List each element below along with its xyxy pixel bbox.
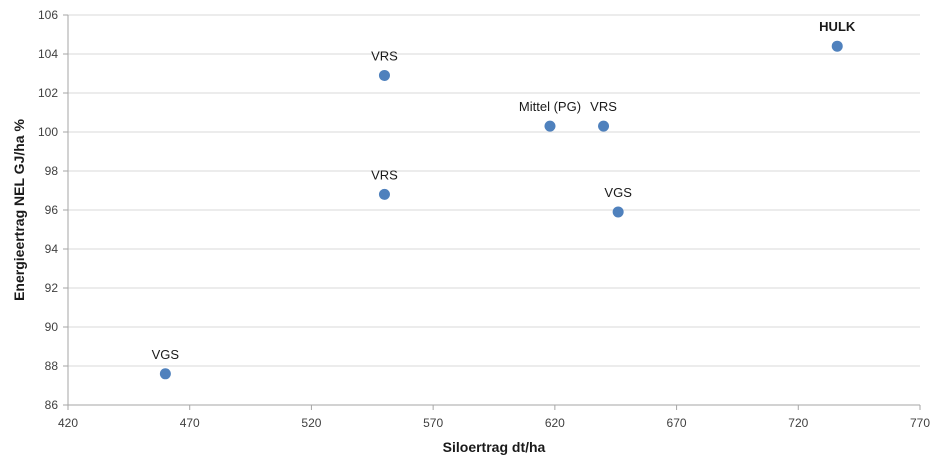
data-point-label: VRS: [590, 99, 617, 114]
data-point: [831, 40, 843, 52]
y-tick-label: 102: [38, 86, 58, 100]
y-axis-title: Energieertrag NEL GJ/ha %: [11, 119, 27, 301]
data-point-label: Mittel (PG): [519, 99, 581, 114]
y-tick-label: 94: [45, 242, 59, 256]
x-axis-title: Siloertrag dt/ha: [443, 439, 546, 455]
axis-layer: [63, 14, 921, 410]
data-point: [598, 120, 610, 132]
x-tick-label: 470: [180, 416, 200, 430]
data-point: [378, 188, 390, 200]
y-tick-label: 88: [45, 359, 59, 373]
data-point-label: HULK: [819, 19, 856, 34]
y-tick-label: 90: [45, 320, 59, 334]
x-tick-label: 620: [545, 416, 565, 430]
data-point-label: VGS: [604, 185, 632, 200]
data-point-label: VGS: [152, 347, 180, 362]
y-tick-label: 96: [45, 203, 59, 217]
data-point-layer: [159, 40, 843, 380]
y-tick-label: 100: [38, 125, 58, 139]
data-point-label: VRS: [371, 167, 398, 182]
x-tick-label: 770: [910, 416, 930, 430]
data-point: [612, 206, 624, 218]
y-tick-label: 86: [45, 398, 59, 412]
x-tick-label: 520: [301, 416, 321, 430]
point-label-layer: VGS VRS VRS Mittel (PG) VRS VGS HULK: [152, 19, 856, 362]
x-tick-label: 420: [58, 416, 78, 430]
y-tick-label: 106: [38, 8, 58, 22]
tick-label-layer: 86 88 90 92 94 96 98 100 102 104 106 420 470 520 570 62…: [38, 8, 930, 430]
x-tick-label: 720: [788, 416, 808, 430]
y-tick-label: 92: [45, 281, 59, 295]
y-tick-label: 98: [45, 164, 59, 178]
data-point: [378, 69, 390, 81]
x-tick-label: 670: [667, 416, 687, 430]
data-point: [544, 120, 556, 132]
data-point: [159, 368, 171, 380]
grid-layer: [68, 14, 920, 367]
x-tick-label: 570: [423, 416, 443, 430]
data-point-label: VRS: [371, 48, 398, 63]
y-tick-label: 104: [38, 47, 58, 61]
